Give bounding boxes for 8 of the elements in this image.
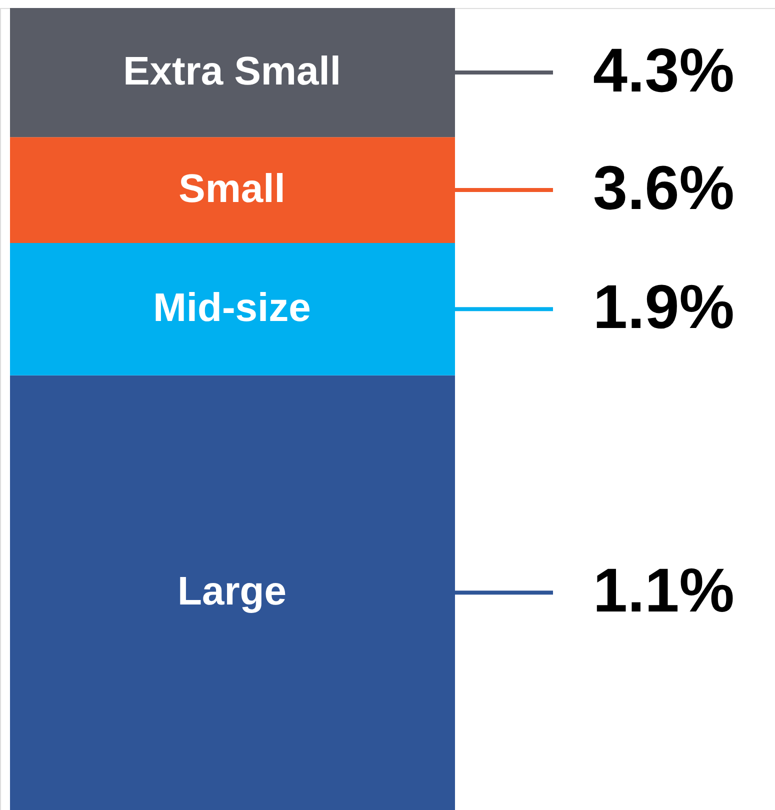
text: 4.3% xyxy=(593,36,734,106)
series-label: Mid-size xyxy=(153,286,311,330)
text: 1.1% xyxy=(593,556,734,626)
text: 3.6% xyxy=(593,154,734,224)
series-label: Extra Small xyxy=(123,50,341,94)
text: 1.9% xyxy=(593,273,734,342)
series-label: Large xyxy=(178,570,286,614)
series-label: Small xyxy=(178,167,286,212)
